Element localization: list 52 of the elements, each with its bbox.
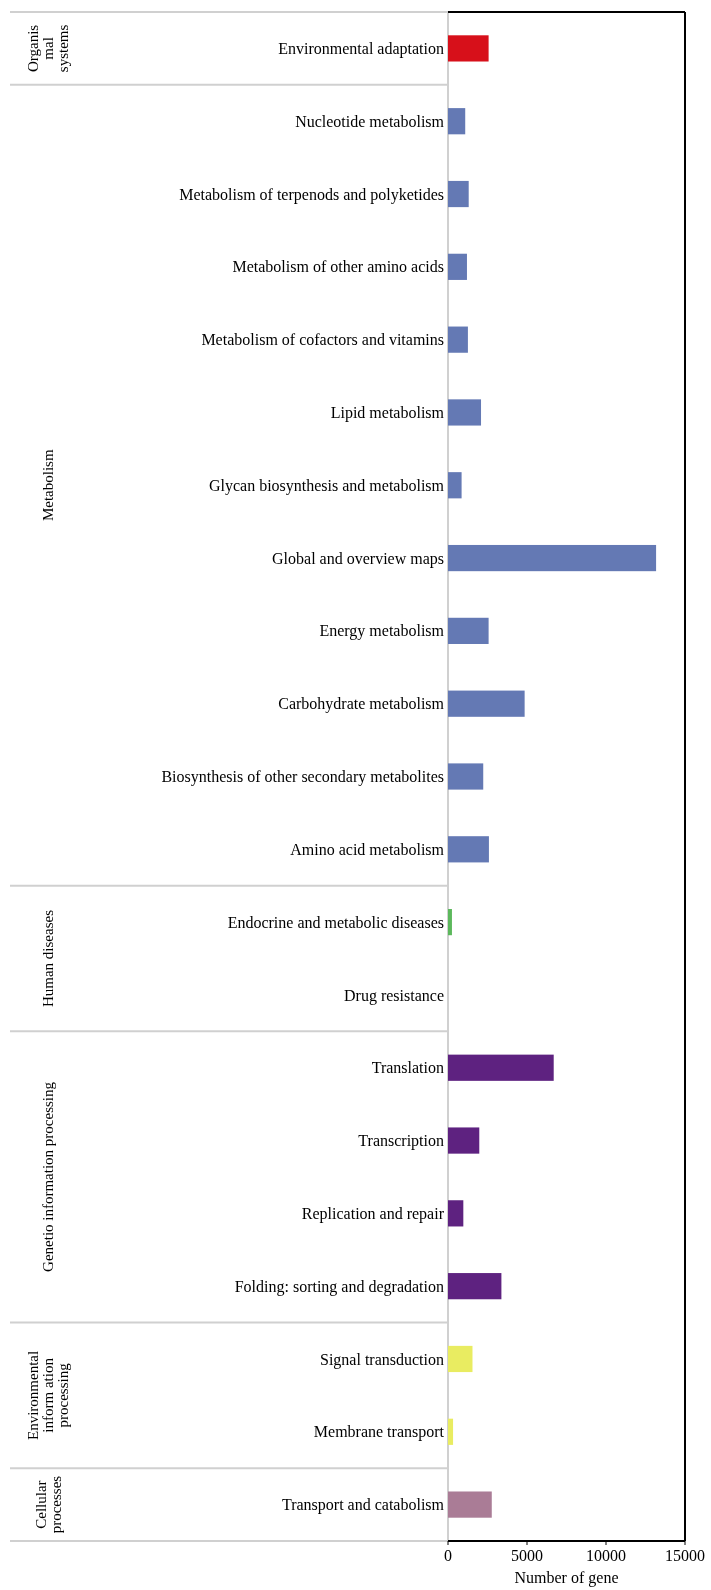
y-tick-label: Metabolism of other amino acids: [232, 258, 444, 276]
bar: [448, 617, 489, 644]
y-tick-label: Signal transduction: [320, 1350, 444, 1369]
text: Metabolism: [40, 449, 56, 522]
y-tick-label: Transport and catabolism: [281, 1496, 445, 1515]
bar: [448, 180, 469, 208]
text: Genetio information processing: [40, 1081, 56, 1272]
y-tick-label: Energy metabolism: [319, 622, 445, 641]
text: Environmental inform ation processing: [25, 1350, 71, 1440]
bar: [448, 909, 452, 936]
bar: [448, 326, 468, 353]
y-tick-label: Carbohydrate metabolism: [278, 695, 445, 714]
text: Human diseases: [40, 909, 56, 1008]
x-axis-title: Number of gene: [514, 1569, 619, 1587]
bar: [448, 544, 657, 572]
bar: [448, 35, 489, 62]
bar: [448, 1345, 473, 1373]
bar: [448, 1273, 502, 1300]
bar: [448, 690, 525, 717]
text: Organis mal systems: [25, 24, 71, 73]
bar: [448, 253, 467, 280]
x-tick-label: 0: [444, 1547, 452, 1564]
y-tick-label: Nucleotide metabolism: [295, 112, 445, 130]
x-tick-label: 10000: [586, 1547, 626, 1564]
y-tick-label: Metabolism of terpenods and polyketides: [179, 185, 444, 204]
y-tick-label: Transcription: [358, 1132, 444, 1151]
y-tick-label: Drug resistance: [344, 986, 444, 1005]
bar: [448, 1200, 464, 1227]
y-tick-label: Metabolism of cofactors and vitamins: [201, 331, 444, 349]
y-tick-label: Environmental adaptation: [278, 40, 444, 58]
bar: [448, 108, 466, 135]
bar: [448, 1054, 554, 1081]
y-tick-label: Global and overview maps: [272, 549, 444, 568]
y-tick-label: Lipid metabolism: [330, 404, 445, 423]
bar: [448, 836, 489, 863]
text: Cellular processes: [32, 1475, 64, 1534]
bar: [448, 472, 462, 499]
x-tick-label: 15000: [665, 1547, 705, 1564]
bar: [448, 399, 482, 426]
bar: [448, 1418, 454, 1445]
bar: [448, 1127, 480, 1154]
y-tick-label: Amino acid metabolism: [290, 840, 445, 858]
bar: [448, 1491, 492, 1518]
y-tick-label: Replication and repair: [301, 1204, 445, 1223]
y-tick-label: Folding: sorting and degradation: [234, 1277, 444, 1296]
y-tick-label: Endocrine and metabolic diseases: [227, 913, 444, 931]
bar: [448, 763, 484, 790]
y-tick-label: Biosynthesis of other secondary metabolites: [161, 768, 444, 787]
y-tick-label: Glycan biosynthesis and metabolism: [208, 476, 445, 495]
y-tick-label: Membrane transport: [313, 1423, 445, 1442]
y-tick-label: Translation: [371, 1059, 444, 1077]
x-tick-label: 5000: [511, 1547, 543, 1564]
